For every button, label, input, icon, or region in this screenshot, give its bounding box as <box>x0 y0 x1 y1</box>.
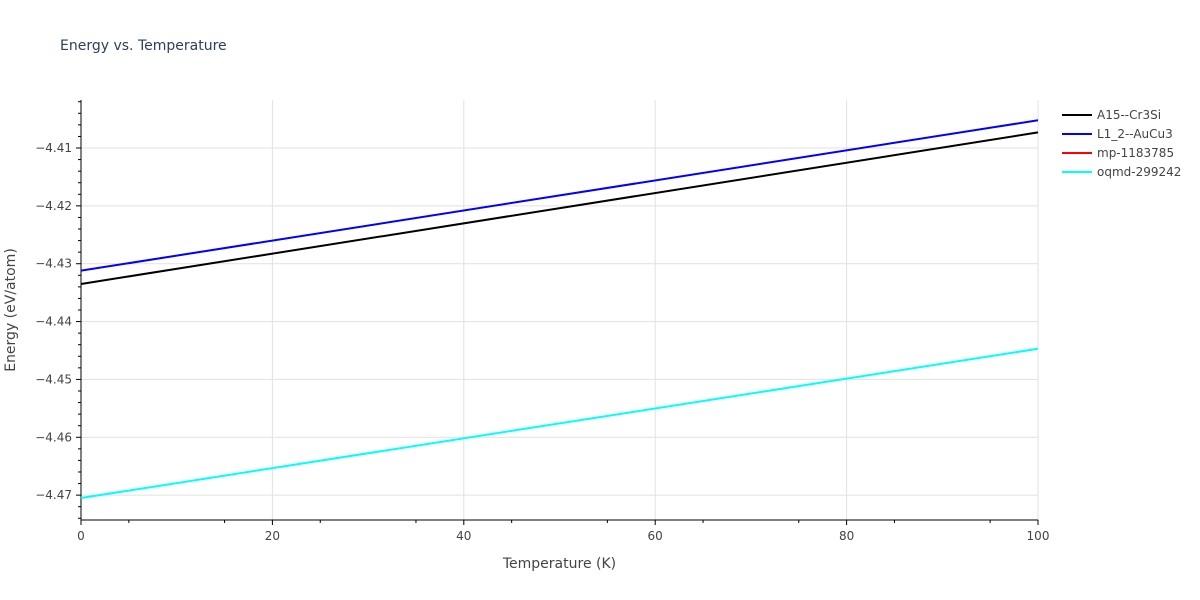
legend-item[interactable]: mp-1183785 <box>1062 146 1174 160</box>
legend-label: mp-1183785 <box>1097 146 1174 160</box>
x-tick-label: 20 <box>265 529 280 543</box>
y-tick-label: −4.43 <box>35 257 72 271</box>
y-tick-label: −4.44 <box>35 315 72 329</box>
axes-layer: 0 20 40 60 80 100 −4.47 −4.46 −4.45 −4.44 −4.43 −4.… <box>35 100 1049 543</box>
y-tick-label: −4.45 <box>35 372 72 386</box>
legend-label: oqmd-299242 <box>1097 165 1181 179</box>
legend-label: A15--Cr3Si <box>1097 108 1161 122</box>
y-tick-label: −4.46 <box>35 430 72 444</box>
legend-item[interactable]: oqmd-299242 <box>1062 165 1181 179</box>
y-tick-label: −4.42 <box>35 199 72 213</box>
legend[interactable]: A15--Cr3Si L1_2--AuCu3 mp-1183785 oqmd-2992… <box>1062 108 1181 179</box>
x-tick-label: 40 <box>456 529 471 543</box>
y-tick-label: −4.47 <box>35 488 72 502</box>
x-axis-title: Temperature (K) <box>502 556 616 572</box>
chart-title: Energy vs. Temperature <box>60 38 227 54</box>
y-axis-title: Energy (eV/atom) <box>3 248 19 372</box>
legend-label: L1_2--AuCu3 <box>1097 127 1173 141</box>
series-line-1 <box>80 119 1039 272</box>
series-line-3 <box>80 347 1039 500</box>
x-tick-label: 80 <box>839 529 854 543</box>
x-tick-label: 60 <box>648 529 663 543</box>
legend-item[interactable]: L1_2--AuCu3 <box>1062 127 1173 141</box>
series-layer <box>80 119 1039 500</box>
x-tick-label: 0 <box>77 529 85 543</box>
y-tick-label: −4.41 <box>35 141 72 155</box>
x-tick-label: 100 <box>1027 529 1050 543</box>
series-line-0 <box>80 131 1039 285</box>
legend-item[interactable]: A15--Cr3Si <box>1062 108 1161 122</box>
grid-layer <box>81 100 1039 520</box>
